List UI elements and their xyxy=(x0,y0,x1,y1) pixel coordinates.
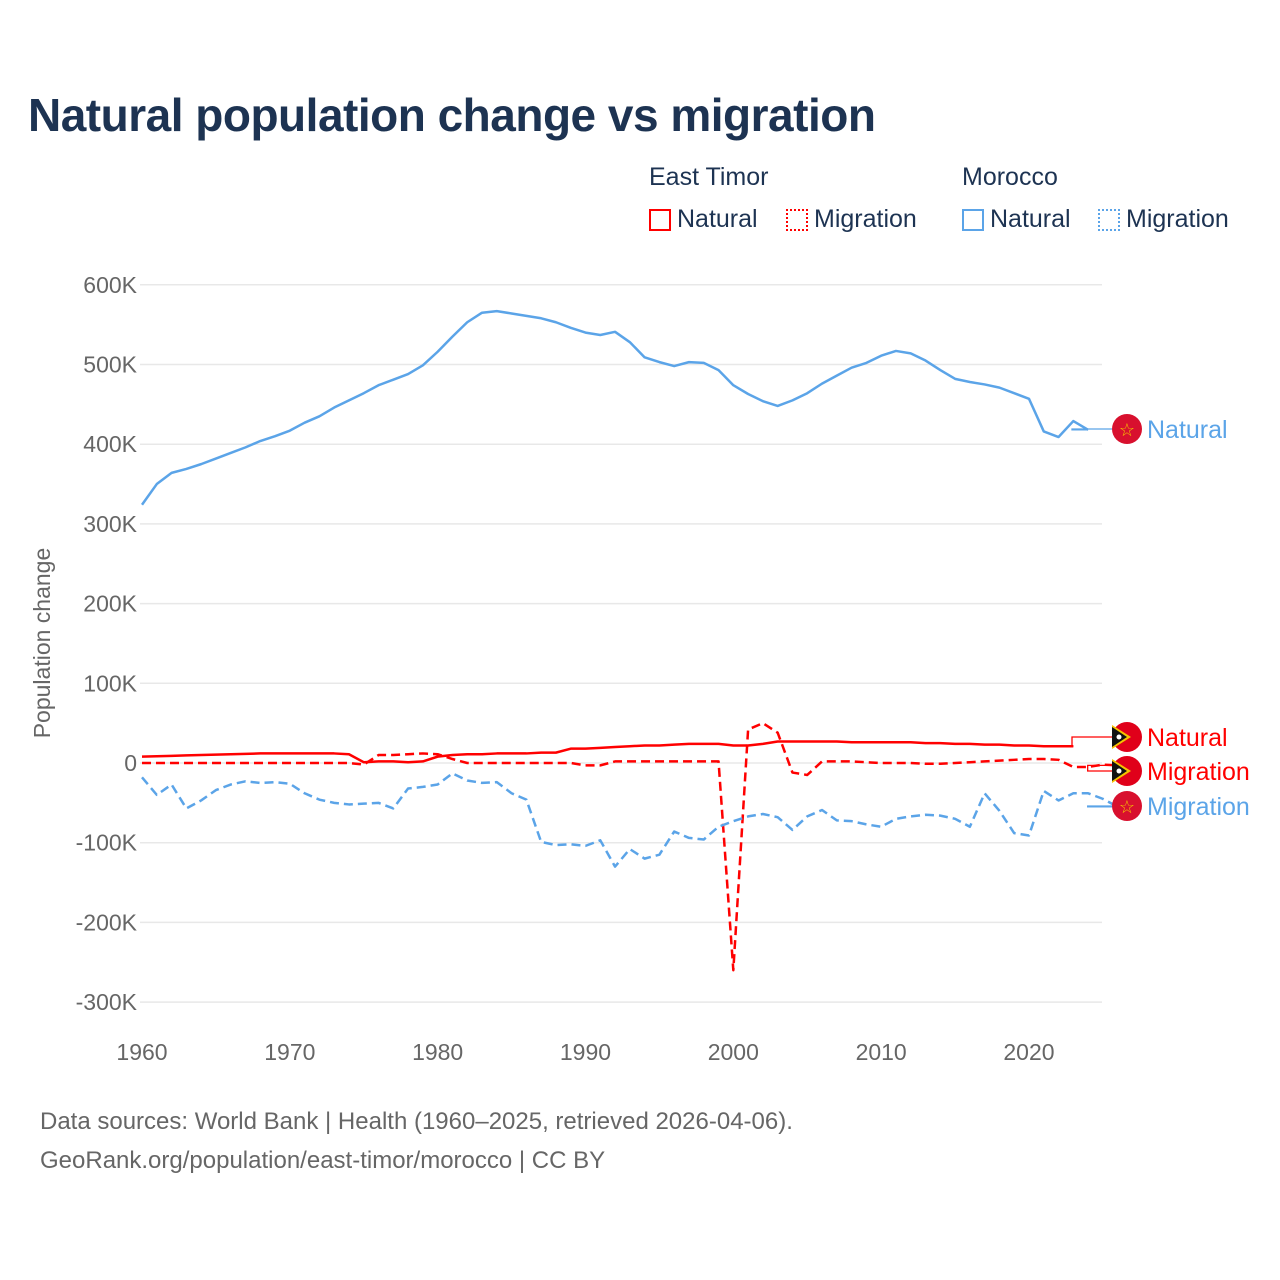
legend-label: Migration xyxy=(814,205,917,233)
label-connector xyxy=(1071,428,1112,431)
x-tick-label: 1980 xyxy=(412,1039,463,1065)
legend-item-ma-migration[interactable]: Migration xyxy=(1098,205,1229,234)
series-line xyxy=(140,309,1089,506)
y-tick-label: 200K xyxy=(83,591,137,617)
legend-swatch xyxy=(962,208,984,231)
x-tick-label: 1970 xyxy=(264,1039,315,1065)
chart-title: Natural population change vs migration xyxy=(28,89,876,141)
y-tick-label: 600K xyxy=(83,272,137,298)
y-tick-label: 400K xyxy=(83,431,137,457)
y-tick-label: -300K xyxy=(76,989,138,1015)
series-line xyxy=(141,740,1074,764)
star-icon: ☆ xyxy=(1119,797,1135,817)
x-tick-label: 2010 xyxy=(856,1039,907,1065)
star-icon xyxy=(1116,734,1122,740)
x-tick-label: 2020 xyxy=(1003,1039,1054,1065)
label-connector xyxy=(1087,764,1118,772)
label-connector xyxy=(1071,736,1112,747)
y-tick-label: -200K xyxy=(76,909,138,935)
legend-swatch xyxy=(649,208,671,231)
star-icon xyxy=(1116,768,1122,774)
morocco-flag-icon xyxy=(1112,791,1142,821)
series-line xyxy=(141,772,1119,868)
legend-swatch xyxy=(786,208,808,231)
star-icon: ☆ xyxy=(1119,420,1135,440)
legend-group-east-timor: East Timor xyxy=(649,163,769,191)
label-connector xyxy=(1087,805,1118,808)
series-end-label: Migration xyxy=(1147,793,1250,821)
y-axis-label: Population change xyxy=(29,548,55,739)
x-tick-label: 2000 xyxy=(708,1039,759,1065)
series-end-label: Migration xyxy=(1147,758,1250,786)
legend-label: Migration xyxy=(1126,205,1229,233)
source-line-1: Data sources: World Bank | Health (1960–… xyxy=(40,1108,793,1135)
legend-item-ma-natural[interactable]: Natural xyxy=(962,205,1071,234)
y-tick-label: 300K xyxy=(83,511,137,537)
legend-group-morocco: Morocco xyxy=(962,163,1058,191)
series-line xyxy=(142,721,1118,972)
series-end-label: Natural xyxy=(1147,416,1228,444)
legend-item-et-migration[interactable]: Migration xyxy=(786,205,917,234)
legend-item-et-natural[interactable]: Natural xyxy=(649,205,758,234)
morocco-flag-icon xyxy=(1112,414,1142,444)
legend-label: Natural xyxy=(677,205,758,233)
series-end-label: Natural xyxy=(1147,724,1228,752)
source-line-2: GeoRank.org/population/east-timor/morocc… xyxy=(40,1147,606,1174)
y-tick-label: 0 xyxy=(124,750,137,776)
x-tick-label: 1990 xyxy=(560,1039,611,1065)
x-tick-label: 1960 xyxy=(116,1039,167,1065)
legend-swatch xyxy=(1098,208,1120,231)
y-tick-label: 500K xyxy=(83,352,137,378)
legend-label: Natural xyxy=(990,205,1071,233)
y-tick-label: -100K xyxy=(76,830,138,856)
y-tick-label: 100K xyxy=(83,670,137,696)
